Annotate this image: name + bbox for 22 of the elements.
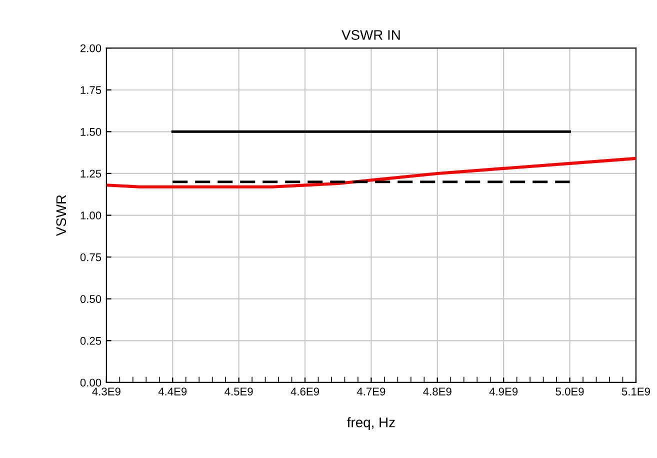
y-tick-label: 1.50	[80, 128, 102, 136]
y-tick-label: 0.25	[80, 336, 102, 345]
y-tick-label: 1.75	[80, 86, 102, 94]
x-tick-label: 4.3E9	[92, 388, 120, 396]
x-axis-title: freq, Hz	[347, 417, 395, 430]
y-tick-label: 2.00	[80, 44, 102, 52]
x-tick-label: 4.7E9	[356, 388, 386, 396]
x-tick-label: 5.0E9	[556, 388, 584, 396]
chart-title: VSWR IN	[342, 30, 400, 40]
x-tick-label: 4.6E9	[290, 388, 320, 396]
x-tick-label: 4.5E9	[224, 388, 253, 396]
y-tick-label: 0.00	[80, 378, 102, 387]
y-axis-title: VSWR	[56, 195, 66, 236]
line-series	[106, 156, 636, 188]
x-tick-label: 4.4E9	[158, 388, 187, 396]
x-tick-label: 4.9E9	[489, 388, 518, 396]
y-tick-label: 1.00	[80, 212, 102, 220]
y-tick-label: 0.75	[80, 253, 102, 262]
y-tick-label: 1.25	[80, 170, 102, 178]
x-tick-label: 5.1E9	[622, 388, 650, 396]
y-tick-label: 0.50	[80, 295, 102, 303]
x-tick-label: 4.8E9	[423, 388, 452, 396]
